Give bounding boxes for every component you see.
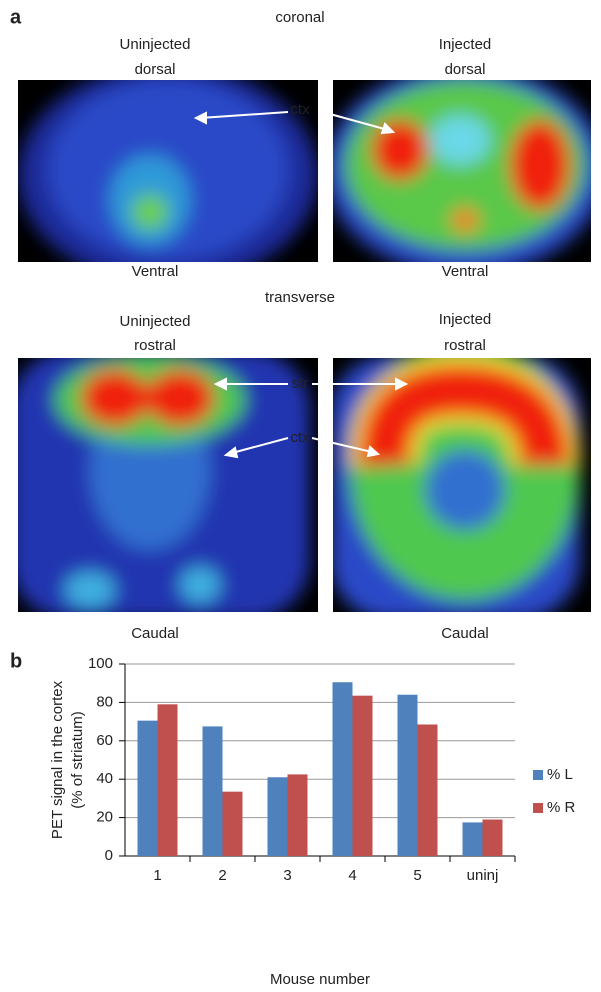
x-tick-label: 2 xyxy=(218,867,226,884)
bar xyxy=(463,822,483,856)
view-label: transverse xyxy=(265,289,335,306)
pet-image xyxy=(325,65,601,275)
figure: a coronal Uninjected dorsal Injected dor… xyxy=(0,0,601,992)
view-label: coronal xyxy=(275,9,324,26)
orientation: Caudal xyxy=(131,625,179,642)
orientation: Ventral xyxy=(132,263,179,280)
y-axis-title: (% of striatum) xyxy=(69,711,86,809)
x-tick-label: 3 xyxy=(283,867,291,884)
bar xyxy=(158,704,178,856)
legend-label: % R xyxy=(547,799,576,816)
image-title: Uninjected xyxy=(120,36,191,53)
y-tick-label: 40 xyxy=(96,770,113,787)
bar xyxy=(288,774,308,856)
bar xyxy=(353,696,373,856)
y-tick-label: 0 xyxy=(105,847,113,864)
y-tick-label: 80 xyxy=(96,693,113,710)
legend-swatch xyxy=(533,803,543,813)
bar xyxy=(398,695,418,856)
bar xyxy=(483,820,503,856)
orientation: Caudal xyxy=(441,625,489,642)
y-axis-title: PET signal in the cortex xyxy=(49,680,66,839)
y-tick-label: 60 xyxy=(96,732,113,749)
image-title: Uninjected xyxy=(120,313,191,330)
pet-image xyxy=(18,65,318,285)
region-label: str xyxy=(292,375,309,392)
orientation: dorsal xyxy=(445,61,486,78)
x-tick-label: 1 xyxy=(153,867,161,884)
orientation: rostral xyxy=(444,337,486,354)
bar xyxy=(203,726,223,856)
y-tick-label: 100 xyxy=(88,655,113,672)
region-label: ctx xyxy=(290,429,310,446)
orientation: Ventral xyxy=(442,263,489,280)
bar xyxy=(418,724,438,856)
y-tick-label: 20 xyxy=(96,809,113,826)
legend-label: % L xyxy=(547,766,573,783)
x-tick-label: 4 xyxy=(348,867,356,884)
x-axis-title: Mouse number xyxy=(270,971,370,988)
orientation: rostral xyxy=(134,337,176,354)
bar xyxy=(333,682,353,856)
x-tick-label: 5 xyxy=(413,867,421,884)
bar xyxy=(268,777,288,856)
panel-label: a xyxy=(10,6,22,28)
legend-swatch xyxy=(533,770,543,780)
pet-image xyxy=(330,340,591,620)
panel-label: b xyxy=(10,650,22,672)
region-label: ctx xyxy=(290,101,310,118)
pet-image xyxy=(10,350,318,620)
image-title: Injected xyxy=(439,311,492,328)
image-title: Injected xyxy=(439,36,492,53)
orientation: dorsal xyxy=(135,61,176,78)
bar xyxy=(138,721,158,856)
bar xyxy=(223,792,243,856)
x-tick-label: uninj xyxy=(467,867,499,884)
